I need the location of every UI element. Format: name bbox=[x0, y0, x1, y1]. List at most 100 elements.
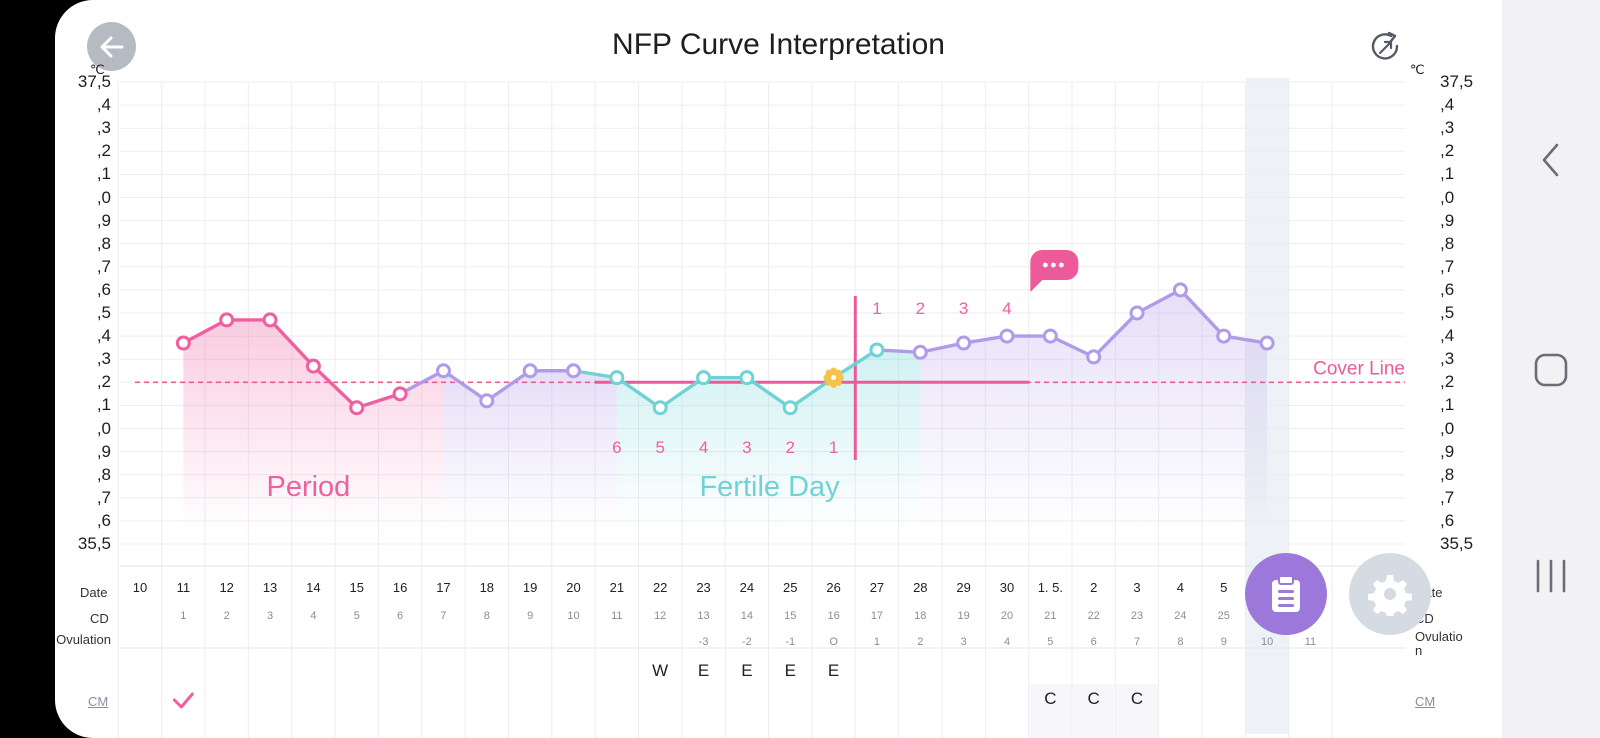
y-tick-label-right: ,9 bbox=[1440, 210, 1455, 230]
y-tick-label: ,5 bbox=[96, 303, 111, 322]
data-point bbox=[305, 358, 321, 374]
date-label: 10 bbox=[133, 580, 147, 595]
curve-segment bbox=[1135, 288, 1183, 315]
date-label: 14 bbox=[306, 580, 320, 595]
date-label: 28 bbox=[913, 580, 927, 595]
marker-center bbox=[831, 375, 837, 381]
cd-row-label: CD bbox=[90, 611, 109, 626]
data-point bbox=[262, 312, 278, 328]
cm-link-right[interactable]: CM bbox=[1415, 694, 1436, 709]
nav-recents-icon bbox=[1536, 559, 1566, 593]
y-tick-label: ,8 bbox=[96, 233, 111, 253]
date-label: 27 bbox=[870, 580, 884, 595]
y-tick-label: ,4 bbox=[96, 95, 111, 115]
data-point bbox=[566, 363, 581, 379]
y-tick-label-right: ,2 bbox=[1440, 141, 1455, 161]
y-tick-label: ,4 bbox=[96, 326, 111, 346]
ovulation-day-label: 7 bbox=[1134, 636, 1140, 648]
data-point bbox=[1172, 282, 1188, 298]
y-tick-label: ,6 bbox=[96, 279, 111, 299]
data-point bbox=[522, 363, 538, 379]
cd-label: 19 bbox=[958, 610, 970, 622]
ovulation-day-label: 5 bbox=[1047, 636, 1053, 648]
high-count-label: 1 bbox=[872, 299, 881, 318]
y-tick-label-right: ,4 bbox=[1440, 95, 1455, 115]
ovulation-day-label: 9 bbox=[1221, 636, 1227, 648]
curve-segment bbox=[658, 375, 706, 410]
back-button[interactable] bbox=[87, 22, 136, 71]
low-count-label: 5 bbox=[655, 438, 664, 457]
nav-back-button[interactable] bbox=[1502, 140, 1600, 180]
cm-cell-bg bbox=[1116, 684, 1159, 738]
ovulation-day-label: 11 bbox=[1305, 636, 1316, 648]
y-tick-label: ,9 bbox=[96, 210, 111, 230]
ovulation-day-label: 4 bbox=[1004, 636, 1010, 648]
data-point bbox=[956, 335, 972, 351]
y-tick-label: ,8 bbox=[96, 464, 111, 484]
cd-label: 14 bbox=[741, 610, 753, 622]
ovulation-day-label: 8 bbox=[1177, 636, 1183, 648]
y-tick-label: ,9 bbox=[96, 441, 111, 461]
low-count-label: 1 bbox=[829, 438, 838, 457]
cd-label: 2 bbox=[224, 610, 230, 622]
date-label: 24 bbox=[740, 580, 754, 595]
date-row-label: Date bbox=[80, 585, 108, 600]
cm-mark: E bbox=[741, 661, 752, 680]
cm-mark: W bbox=[652, 661, 668, 680]
data-point bbox=[175, 335, 191, 351]
low-count-label: 4 bbox=[699, 438, 708, 457]
curve-segment bbox=[1178, 288, 1226, 338]
data-point bbox=[1042, 328, 1058, 344]
cm-link-left[interactable]: CM bbox=[88, 694, 109, 709]
rotate-screen-button[interactable] bbox=[1368, 29, 1404, 65]
date-label: 29 bbox=[956, 580, 970, 595]
marker-petal bbox=[823, 374, 830, 381]
ovulation-marker-icon bbox=[823, 367, 844, 388]
page-title: NFP Curve Interpretation bbox=[612, 28, 945, 61]
marker-petal bbox=[837, 374, 844, 381]
unit-right: ℃ bbox=[1410, 62, 1425, 77]
date-label: 13 bbox=[263, 580, 277, 595]
ovulation-day-label: 3 bbox=[961, 636, 967, 648]
cd-label: 11 bbox=[611, 610, 622, 622]
cd-label: 5 bbox=[354, 610, 360, 622]
cm-mark: C bbox=[1088, 689, 1100, 708]
cd-label: 3 bbox=[267, 610, 273, 622]
cd-label: 13 bbox=[697, 610, 709, 622]
cd-label: 22 bbox=[1088, 610, 1100, 622]
cd-label: 23 bbox=[1131, 610, 1143, 622]
ovulation-row-label-right: Ovulation bbox=[1415, 629, 1463, 658]
notes-button[interactable] bbox=[1245, 553, 1327, 635]
date-label: 16 bbox=[393, 580, 407, 595]
cd-label: 16 bbox=[827, 610, 839, 622]
date-label: 17 bbox=[436, 580, 450, 595]
data-point bbox=[479, 393, 495, 409]
y-tick-label-right: ,8 bbox=[1440, 233, 1455, 253]
data-point bbox=[349, 400, 365, 416]
y-tick-label: ,7 bbox=[96, 256, 111, 276]
date-label: 22 bbox=[653, 580, 667, 595]
rotate-screen-icon bbox=[1371, 31, 1399, 60]
curve-segment bbox=[398, 369, 446, 396]
nav-recents-button[interactable] bbox=[1502, 556, 1600, 596]
system-nav-bar bbox=[1502, 0, 1600, 738]
bubble-dot bbox=[1050, 262, 1056, 268]
nav-home-button[interactable] bbox=[1502, 350, 1600, 390]
y-tick-label-right: ,7 bbox=[1440, 487, 1455, 507]
y-tick-label-right: ,0 bbox=[1440, 418, 1455, 438]
cd-label: 18 bbox=[914, 610, 926, 622]
settings-button[interactable] bbox=[1349, 553, 1431, 635]
ovulation-day-label: -1 bbox=[785, 636, 795, 648]
y-tick-label-right: ,4 bbox=[1440, 326, 1455, 346]
data-point bbox=[999, 328, 1015, 344]
y-tick-label: ,2 bbox=[96, 372, 111, 392]
y-tick-label: ,3 bbox=[96, 118, 111, 138]
data-point bbox=[1086, 349, 1102, 365]
date-label: 19 bbox=[523, 580, 537, 595]
curve-segment bbox=[745, 375, 792, 410]
high-count-label: 3 bbox=[959, 299, 968, 318]
y-tick-label: ,3 bbox=[96, 349, 111, 369]
ovulation-day-label: 6 bbox=[1091, 636, 1097, 648]
curve-segment bbox=[441, 369, 489, 403]
cd-label: 17 bbox=[871, 610, 883, 622]
